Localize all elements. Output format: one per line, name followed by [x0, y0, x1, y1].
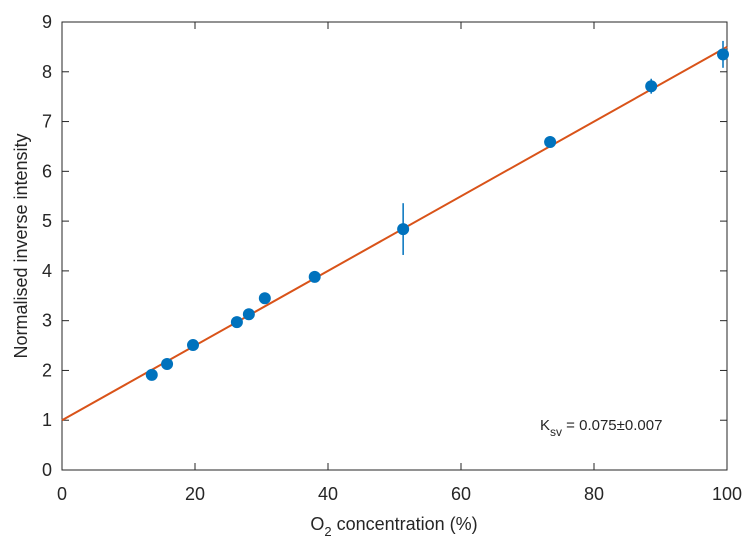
x-tick-label: 80 — [584, 484, 604, 504]
annotation-main: K — [540, 417, 550, 434]
data-point — [258, 292, 271, 305]
data-point — [717, 48, 730, 61]
x-axis-label: O2 concentration (%) — [310, 514, 477, 539]
annotation-rest: = 0.075±0.007 — [562, 417, 662, 434]
x-label-main: O — [310, 514, 324, 534]
data-point — [187, 339, 200, 352]
y-tick-label: 1 — [42, 410, 52, 430]
data-point — [308, 270, 321, 283]
annotation: Ksv = 0.075±0.007 — [540, 417, 662, 439]
x-tick-label: 60 — [451, 484, 471, 504]
x-tick-label: 40 — [318, 484, 338, 504]
y-tick-label: 3 — [42, 311, 52, 331]
x-label-sub: 2 — [324, 524, 331, 539]
y-axis-label: Normalised inverse intensity — [11, 133, 31, 358]
y-tick-label: 2 — [42, 360, 52, 380]
data-point — [145, 368, 158, 381]
y-tick-label: 4 — [42, 261, 52, 281]
y-tick-label: 7 — [42, 112, 52, 132]
data-point — [230, 316, 243, 329]
fit-line — [61, 46, 728, 422]
data-point — [397, 223, 410, 236]
x-tick-label: 20 — [185, 484, 205, 504]
y-tick-label: 6 — [42, 161, 52, 181]
x-tick-label: 0 — [57, 484, 67, 504]
data-point — [242, 308, 255, 321]
x-tick-label: 100 — [712, 484, 742, 504]
data-point — [161, 357, 174, 370]
y-tick-label: 9 — [42, 12, 52, 32]
y-tick-label: 5 — [42, 211, 52, 231]
y-tick-label: 8 — [42, 62, 52, 82]
data-point — [645, 80, 658, 93]
plot-frame — [61, 21, 728, 471]
x-label-rest: concentration (%) — [332, 514, 478, 534]
annotation-sub: sv — [550, 425, 562, 439]
y-tick-label: 0 — [42, 460, 52, 480]
data-point — [544, 135, 557, 148]
